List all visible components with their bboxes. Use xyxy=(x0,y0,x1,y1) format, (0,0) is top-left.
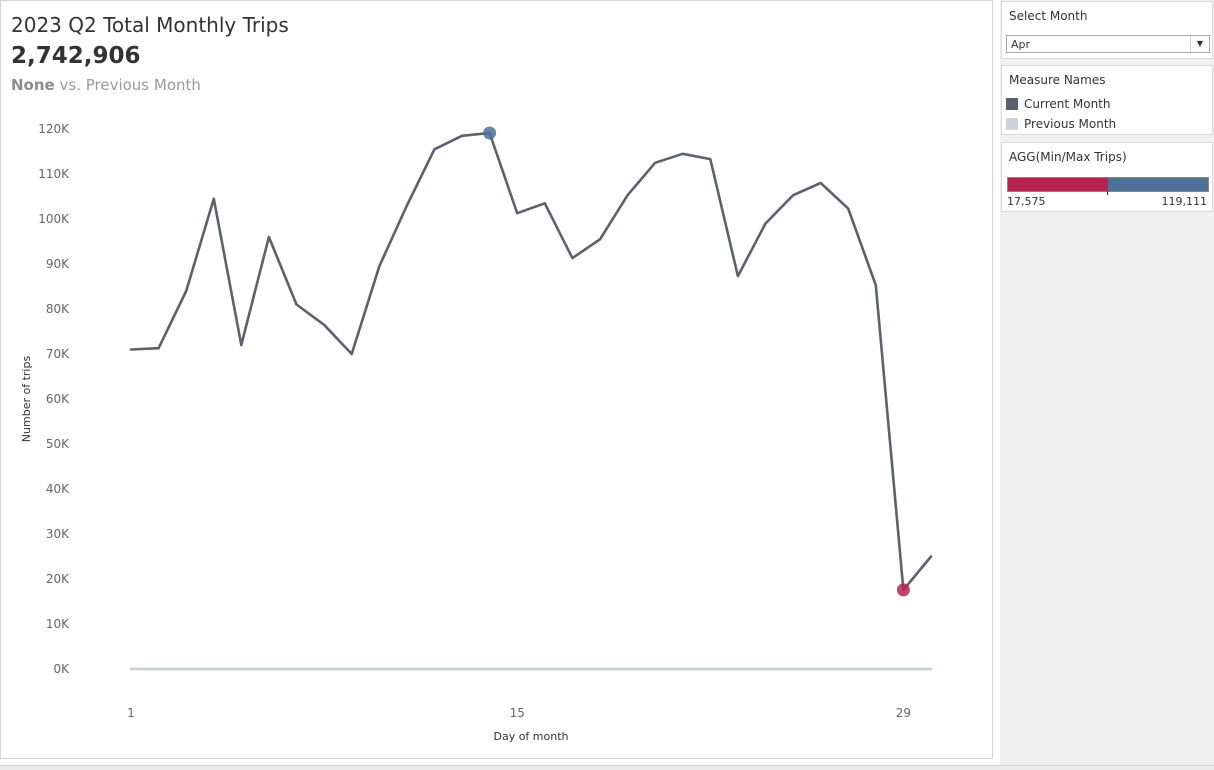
x-axis-ticks: 1 15 29 xyxy=(127,706,911,720)
y-tick-label: 70K xyxy=(46,347,70,361)
series-line-current-month[interactable] xyxy=(129,131,933,592)
dashboard-panel: 2023 Q2 Total Monthly Trips 2,742,906 No… xyxy=(0,0,993,759)
y-tick-label: 20K xyxy=(46,572,70,586)
comparison-text: None vs. Previous Month xyxy=(11,76,201,94)
x-axis-label: Day of month xyxy=(493,730,568,743)
minmax-legend-card: AGG(Min/Max Trips) 17,575 119,111 xyxy=(1001,142,1213,212)
legend-title: Measure Names xyxy=(1009,73,1106,87)
minmax-max-segment xyxy=(1108,178,1208,191)
minmax-max-label: 119,111 xyxy=(1161,195,1208,208)
minmax-color-ramp xyxy=(1007,177,1209,192)
legend-card: Measure Names Current Month Previous Mon… xyxy=(1001,65,1213,135)
y-tick-label: 60K xyxy=(46,392,70,406)
y-axis-label: Number of trips xyxy=(20,356,33,443)
y-tick-label: 30K xyxy=(46,527,70,541)
total-trips-value: 2,742,906 xyxy=(11,43,141,69)
legend-label-current-month: Current Month xyxy=(1024,97,1111,111)
x-tick-label: 15 xyxy=(510,706,525,720)
y-tick-label: 110K xyxy=(38,167,70,181)
legend-swatch-previous-month xyxy=(1006,118,1018,130)
y-tick-label: 40K xyxy=(46,482,70,496)
month-select-value: Apr xyxy=(1011,38,1031,51)
legend-item-previous-month[interactable]: Previous Month xyxy=(1006,116,1206,132)
minmax-min-label: 17,575 xyxy=(1007,195,1046,208)
legend-label-previous-month: Previous Month xyxy=(1024,117,1117,131)
comparison-value: None xyxy=(11,76,55,94)
legend-item-current-month[interactable]: Current Month xyxy=(1006,96,1206,112)
comparison-label: vs. Previous Month xyxy=(54,76,201,94)
x-tick-label: 1 xyxy=(127,706,135,720)
y-tick-label: 90K xyxy=(46,257,70,271)
page-title: 2023 Q2 Total Monthly Trips xyxy=(11,13,289,37)
chevron-down-icon[interactable]: ▼ xyxy=(1190,36,1209,52)
minmax-midpoint-tick xyxy=(1107,191,1108,195)
month-filter-title: Select Month xyxy=(1009,9,1088,23)
y-axis-ticks: 0K 10K 20K 30K 40K 50K 60K 70K 80K 90K 100K 110K 120… xyxy=(38,122,70,676)
minmax-min-segment xyxy=(1008,178,1108,191)
x-tick-label: 29 xyxy=(896,706,911,720)
min-point-marker[interactable] xyxy=(896,583,910,597)
minmax-title: AGG(Min/Max Trips) xyxy=(1009,150,1127,164)
month-select[interactable]: Apr ▼ xyxy=(1006,35,1210,53)
legend-swatch-current-month xyxy=(1006,98,1018,110)
trips-line-chart[interactable]: 0K10K20K30K40K50K60K70K80K90K100K110K120… xyxy=(1,1,994,760)
y-tick-label: 10K xyxy=(46,617,70,631)
y-tick-label: 80K xyxy=(46,302,70,316)
y-tick-label: 100K xyxy=(38,212,70,226)
bottom-scrollbar[interactable] xyxy=(0,765,1214,770)
y-tick-label: 50K xyxy=(46,437,70,451)
y-tick-label: 0K xyxy=(53,662,70,676)
max-point-marker[interactable] xyxy=(483,126,497,140)
month-filter-card: Select Month Apr ▼ xyxy=(1001,1,1213,59)
y-tick-label: 120K xyxy=(38,122,70,136)
highlight-marks xyxy=(483,126,910,597)
series-lines xyxy=(129,131,933,671)
